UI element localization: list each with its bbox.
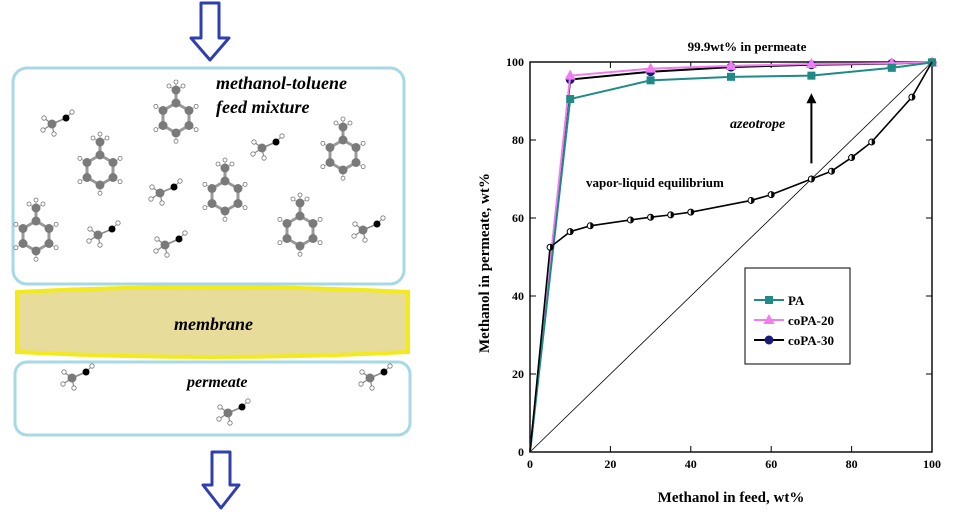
permeate-box bbox=[13, 360, 412, 437]
feed-molecules bbox=[13, 79, 386, 262]
diagonal-line bbox=[529, 61, 933, 453]
data-point-coPA-20 bbox=[564, 69, 576, 80]
data-point-coPA-20 bbox=[725, 59, 737, 70]
y-tick-label: 0 bbox=[518, 445, 524, 459]
x-tick-label: 80 bbox=[846, 457, 858, 471]
toluene-molecule-icon bbox=[77, 131, 123, 196]
y-tick-label: 20 bbox=[512, 367, 524, 381]
vle-point-half bbox=[771, 191, 775, 198]
permeate-arrow-icon bbox=[201, 450, 241, 510]
vle-point-half bbox=[851, 154, 855, 161]
y-tick-label: 80 bbox=[512, 133, 524, 147]
vle-point-half bbox=[650, 214, 654, 221]
toluene-molecule-icon bbox=[153, 79, 199, 144]
vle-series bbox=[529, 61, 933, 453]
legend-marker-coPA-20 bbox=[763, 314, 775, 324]
feed-label-line1: methanol-toluene bbox=[216, 73, 347, 93]
toluene-molecule-icon bbox=[13, 197, 59, 262]
methanol-molecule-icon bbox=[86, 220, 121, 248]
methanol-molecule-icon bbox=[358, 363, 393, 391]
methanol-molecule-icon bbox=[351, 215, 386, 243]
vle-point-half bbox=[911, 94, 915, 101]
feed-arrow-icon bbox=[189, 1, 231, 62]
x-axis-label: Methanol in feed, wt% bbox=[658, 490, 805, 506]
legend-label: PA bbox=[788, 293, 805, 308]
data-point-coPA-20 bbox=[805, 57, 817, 68]
vle-point-half bbox=[811, 176, 815, 182]
membrane-label: membrane bbox=[174, 314, 253, 334]
annotation-azeotrope: azeotrope bbox=[730, 117, 785, 132]
methanol-molecule-icon bbox=[148, 178, 183, 206]
vle-line bbox=[529, 61, 933, 453]
toluene-molecule-icon bbox=[277, 192, 323, 257]
data-point-coPA-20 bbox=[645, 62, 657, 73]
x-tick-label: 20 bbox=[604, 457, 616, 471]
permeate-molecules bbox=[60, 363, 393, 426]
azeotrope-arrow-head bbox=[806, 93, 817, 104]
vle-point-half bbox=[550, 244, 554, 251]
vle-point-half bbox=[871, 138, 875, 145]
permeate-label: permeate bbox=[185, 374, 247, 391]
series-layer bbox=[529, 56, 938, 453]
methanol-molecule-icon bbox=[40, 109, 75, 137]
x-tick-label: 0 bbox=[527, 457, 533, 471]
methanol-molecule-icon bbox=[250, 133, 285, 161]
y-tick-label: 60 bbox=[512, 211, 524, 225]
chart-panel: 0 20 40 60 80 100 0 20 40 60 80 100 Methanol in fe… bbox=[477, 39, 941, 506]
schematic-panel: methanol-toluene feed mixture membrane p… bbox=[11, 1, 412, 510]
x-tick-label: 100 bbox=[923, 457, 941, 471]
toluene-molecule-icon bbox=[202, 157, 248, 222]
legend-label: coPA-30 bbox=[788, 333, 834, 348]
data-point-PA bbox=[646, 76, 655, 85]
vle-point-half bbox=[630, 216, 634, 223]
feed-box bbox=[11, 66, 406, 286]
toluene-molecule-icon bbox=[320, 116, 366, 181]
legend-marker-coPA-30 bbox=[764, 335, 774, 345]
y-tick-label: 100 bbox=[506, 55, 524, 69]
x-tick-label: 60 bbox=[765, 457, 777, 471]
vle-point-half bbox=[590, 222, 594, 229]
vle-point-half bbox=[690, 209, 694, 216]
methanol-molecule-icon bbox=[216, 398, 251, 426]
vle-point-half bbox=[570, 228, 574, 235]
y-axis-ticks: 0 20 40 60 80 100 bbox=[506, 55, 932, 459]
annotation-top: 99.9wt% in permeate bbox=[688, 39, 807, 54]
methanol-molecule-icon bbox=[153, 230, 188, 258]
data-point-PA bbox=[887, 63, 896, 72]
vle-point-half bbox=[751, 197, 755, 204]
membrane-band bbox=[15, 285, 410, 359]
x-axis-ticks: 0 20 40 60 80 100 bbox=[527, 62, 941, 471]
azeotrope-arrow-icon bbox=[806, 93, 817, 164]
x-tick-label: 40 bbox=[685, 457, 697, 471]
y-tick-label: 40 bbox=[512, 289, 524, 303]
legend-marker-PA bbox=[765, 296, 773, 304]
data-point-PA bbox=[566, 95, 575, 104]
feed-label-line2: feed mixture bbox=[216, 97, 309, 117]
vle-point-half bbox=[670, 211, 674, 218]
vle-label: vapor-liquid equilibrium bbox=[586, 175, 724, 190]
vle-point-half bbox=[831, 168, 835, 175]
legend-label: coPA-20 bbox=[788, 313, 834, 328]
y-axis-label: Methanol in permeate, wt% bbox=[477, 173, 493, 353]
legend-box bbox=[744, 267, 851, 365]
data-point-PA bbox=[727, 72, 735, 81]
legend: PA coPA-20 coPA-30 bbox=[744, 267, 851, 365]
methanol-molecule-icon bbox=[60, 363, 95, 391]
data-point-PA bbox=[807, 71, 816, 80]
